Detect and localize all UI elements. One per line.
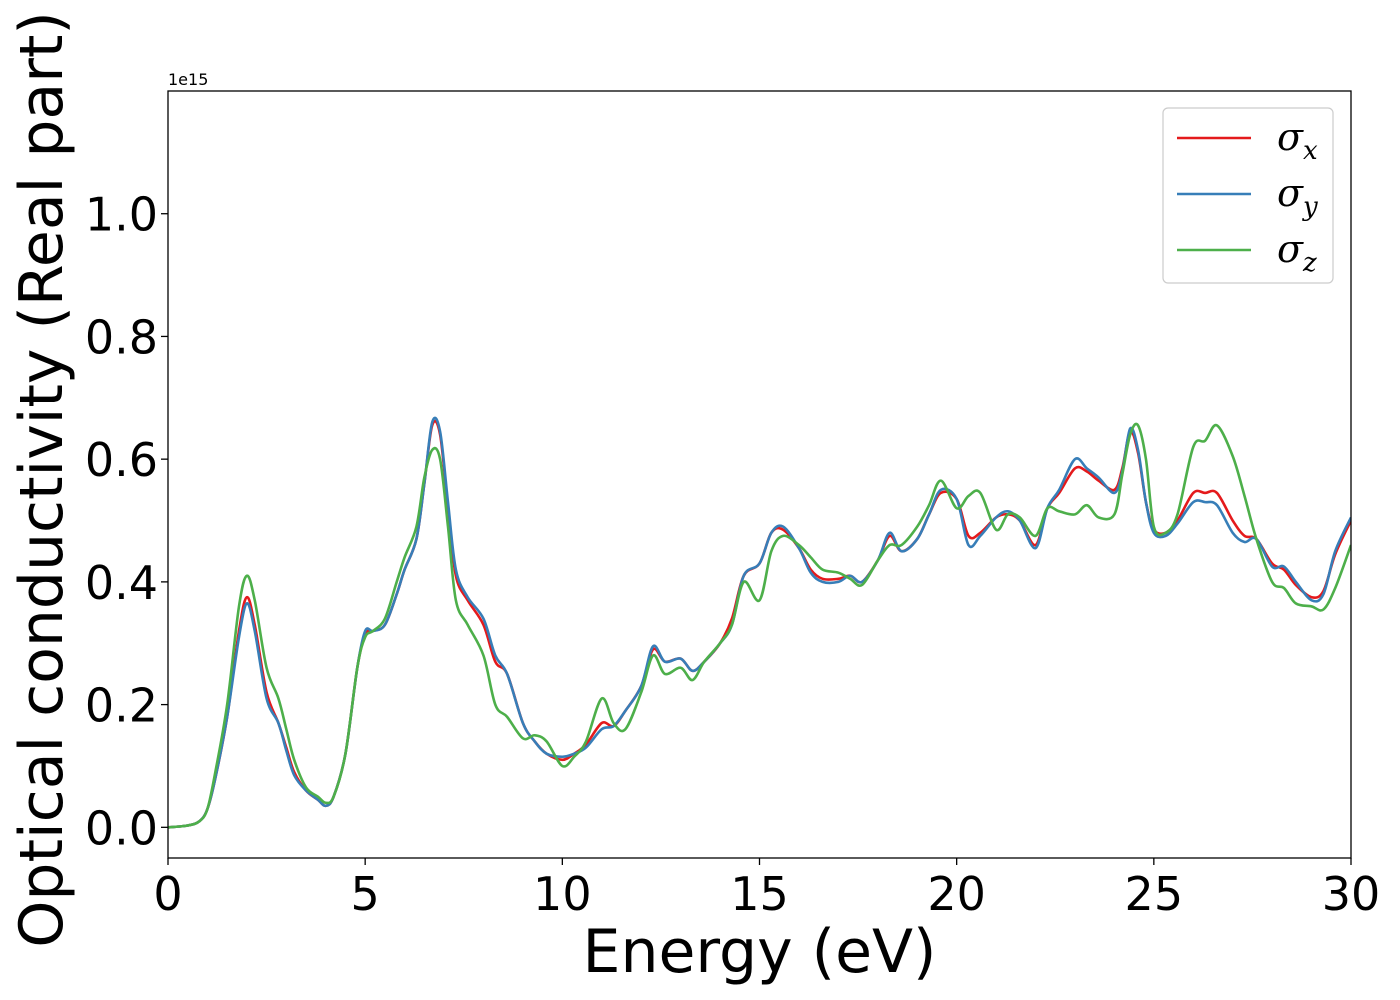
y-tick-label: 0.8 (85, 310, 158, 364)
y-tick-label: 0.2 (85, 679, 158, 733)
x-tick-label: 15 (730, 867, 789, 921)
x-tick-label: 30 (1322, 867, 1381, 921)
y-axis-label: Optical conductivity (Real part) (7, 11, 77, 948)
series-lines (168, 416, 1351, 829)
x-tick-label: 20 (927, 867, 986, 921)
legend-box (1162, 107, 1334, 284)
x-tick-label: 25 (1125, 867, 1184, 921)
y-tick-label: 1.0 (85, 188, 158, 242)
series-line-x (168, 419, 1351, 829)
y-tick-label: 0.4 (85, 556, 158, 610)
x-axis-label: Energy (eV) (583, 917, 937, 987)
x-axis-ticks: 0 5 10 15 20 25 30 (153, 858, 1380, 921)
y-axis-offset-label: 1e15 (168, 70, 208, 89)
y-tick-label: 0.0 (85, 801, 158, 855)
y-axis-ticks: 0.0 0.2 0.4 0.6 0.8 1.0 (85, 188, 168, 855)
legend-label-y: σy (1277, 171, 1318, 222)
series-line-z (168, 422, 1351, 829)
legend-label-x: σx (1277, 115, 1318, 166)
series-line-y (168, 416, 1351, 829)
x-tick-label: 0 (153, 867, 182, 921)
legend-label-z: σz (1277, 227, 1317, 278)
x-tick-label: 10 (533, 867, 592, 921)
y-tick-label: 0.6 (85, 433, 158, 487)
x-tick-label: 5 (351, 867, 380, 921)
